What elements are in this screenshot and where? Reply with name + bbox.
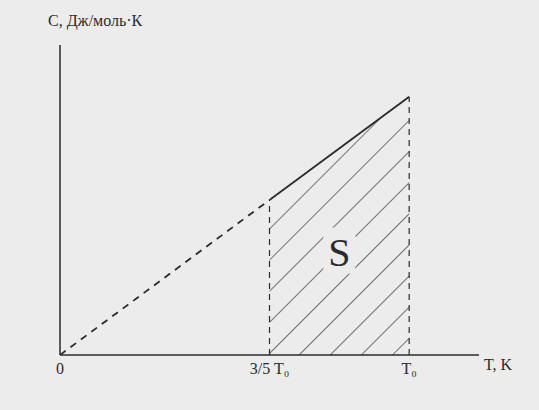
svg-text:0: 0	[56, 360, 64, 377]
svg-text:S: S	[328, 230, 350, 275]
svg-text:T₀: T₀	[401, 360, 416, 377]
svg-text:3/5 T₀: 3/5 T₀	[250, 360, 290, 377]
html-text:T, K: T, K	[484, 356, 513, 373]
html-text:C, Дж/моль·К: C, Дж/моль·К	[48, 12, 143, 29]
